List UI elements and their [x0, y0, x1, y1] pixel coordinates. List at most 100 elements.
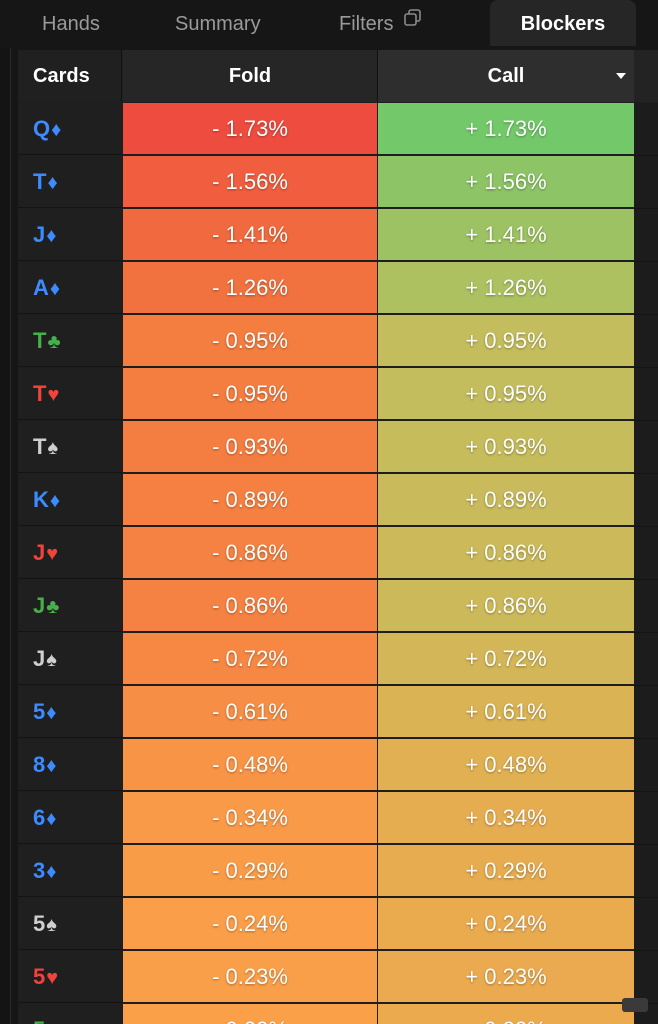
column-header-cards[interactable]: Cards	[18, 50, 122, 102]
suit-icon: ♦	[47, 172, 58, 194]
table-row[interactable]: T♠ - 0.93% + 0.93%	[18, 421, 658, 474]
card-cell: J♣	[18, 580, 122, 632]
fold-value: - 0.22%	[123, 1004, 377, 1024]
fold-value: - 0.95%	[123, 315, 377, 366]
fold-value: - 0.34%	[123, 792, 377, 843]
call-value: + 0.93%	[378, 421, 634, 472]
call-value: + 0.61%	[378, 686, 634, 737]
tab-summary[interactable]: Summary	[175, 13, 261, 35]
table-row[interactable]: 6♦ - 0.34% + 0.34%	[18, 792, 658, 845]
table-row[interactable]: J♦ - 1.41% + 1.41%	[18, 209, 658, 262]
suit-icon: ♦	[46, 861, 57, 883]
left-divider	[10, 0, 11, 1024]
spacer-cell	[634, 474, 658, 527]
card-rank: 3	[33, 858, 46, 883]
card-rank: T	[33, 169, 47, 194]
card-cell: A♦	[18, 262, 122, 314]
column-header-fold[interactable]: Fold	[123, 50, 378, 102]
blockers-table: Cards Fold Call Q♦ - 1.73% + 1.73% T♦ - 1.56…	[18, 50, 658, 1024]
table-row[interactable]: K♦ - 0.89% + 0.89%	[18, 474, 658, 527]
spacer-cell	[634, 580, 658, 633]
fold-value: - 1.41%	[123, 209, 377, 260]
fold-value: - 0.24%	[123, 898, 377, 949]
call-value: + 0.89%	[378, 474, 634, 525]
fold-value: - 0.93%	[123, 421, 377, 472]
table-row[interactable]: T♥ - 0.95% + 0.95%	[18, 368, 658, 421]
card-rank: 6	[33, 805, 46, 830]
card-rank: J	[33, 646, 46, 671]
table-row[interactable]: 5♥ - 0.23% + 0.23%	[18, 951, 658, 1004]
table-row[interactable]: A♦ - 1.26% + 1.26%	[18, 262, 658, 315]
card-rank: 5	[33, 1017, 45, 1024]
call-value: + 0.48%	[378, 739, 634, 790]
suit-icon: ♦	[49, 490, 61, 512]
table-row[interactable]: J♥ - 0.86% + 0.86%	[18, 527, 658, 580]
call-value: + 0.72%	[378, 633, 634, 684]
spacer-cell	[634, 315, 658, 368]
call-value: + 1.73%	[378, 103, 634, 154]
tab-blockers[interactable]: Blockers	[490, 0, 636, 46]
spacer-cell	[634, 156, 658, 209]
call-value: + 0.86%	[378, 527, 634, 578]
table-row[interactable]: T♣ - 0.95% + 0.95%	[18, 315, 658, 368]
spacer-cell	[634, 951, 658, 1004]
table-row[interactable]: 8♦ - 0.48% + 0.48%	[18, 739, 658, 792]
card-cell: 3♦	[18, 845, 122, 897]
call-value: + 0.22%	[378, 1004, 634, 1024]
card-rank: K	[33, 487, 49, 512]
card-rank: 5	[33, 699, 46, 724]
card-cell: K♦	[18, 474, 122, 526]
suit-icon: ♠	[47, 437, 59, 459]
call-value: + 0.86%	[378, 580, 634, 631]
call-value: + 0.24%	[378, 898, 634, 949]
fold-value: - 0.61%	[123, 686, 377, 737]
card-rank: 8	[33, 752, 46, 777]
fold-value: - 1.56%	[123, 156, 377, 207]
table-row[interactable]: 5♠ - 0.24% + 0.24%	[18, 898, 658, 951]
call-value: + 1.56%	[378, 156, 634, 207]
card-rank: J	[33, 222, 46, 247]
card-cell: T♦	[18, 156, 122, 208]
left-frame	[0, 0, 10, 1024]
card-cell: T♣	[18, 315, 122, 367]
suit-icon: ♦	[49, 278, 61, 300]
spacer-cell	[634, 527, 658, 580]
spacer-cell	[634, 739, 658, 792]
fold-value: - 1.26%	[123, 262, 377, 313]
suit-icon: ♠	[46, 914, 57, 936]
card-cell: J♦	[18, 209, 122, 261]
table-row[interactable]: J♣ - 0.86% + 0.86%	[18, 580, 658, 633]
spacer-cell	[634, 686, 658, 739]
call-value: + 0.95%	[378, 368, 634, 419]
card-rank: J	[33, 540, 46, 565]
fold-value: - 0.86%	[123, 527, 377, 578]
table-row[interactable]: J♠ - 0.72% + 0.72%	[18, 633, 658, 686]
suit-icon: ♥	[46, 967, 59, 989]
card-rank: T	[33, 328, 47, 353]
suit-icon: ♦	[46, 702, 57, 724]
copy-icon[interactable]	[403, 0, 423, 46]
table-row[interactable]: 5♣ - 0.22%+ 0.22%	[18, 1004, 658, 1024]
spacer-cell	[634, 209, 658, 262]
fold-value: - 0.29%	[123, 845, 377, 896]
tab-filters-label: Filters	[339, 13, 394, 35]
spacer-cell	[634, 103, 658, 156]
card-rank: A	[33, 275, 49, 300]
tab-hands[interactable]: Hands	[42, 13, 100, 35]
table-row[interactable]: Q♦ - 1.73% + 1.73%	[18, 103, 658, 156]
sort-caret-down-icon[interactable]	[616, 73, 626, 79]
suit-icon: ♥	[46, 543, 59, 565]
suit-icon: ♣	[46, 1020, 59, 1024]
tab-filters[interactable]: Filters	[339, 0, 423, 46]
fold-value: - 0.86%	[123, 580, 377, 631]
card-cell: 8♦	[18, 739, 122, 791]
spacer-cell	[634, 845, 658, 898]
card-cell: T♠	[18, 421, 122, 473]
card-rank: T	[33, 381, 47, 406]
call-value: + 0.29%	[378, 845, 634, 896]
table-row[interactable]: 3♦ - 0.29% + 0.29%	[18, 845, 658, 898]
column-header-call[interactable]: Call	[378, 50, 634, 102]
table-row[interactable]: T♦ - 1.56% + 1.56%	[18, 156, 658, 209]
table-row[interactable]: 5♦ - 0.61% + 0.61%	[18, 686, 658, 739]
fold-value: - 0.23%	[123, 951, 377, 1002]
